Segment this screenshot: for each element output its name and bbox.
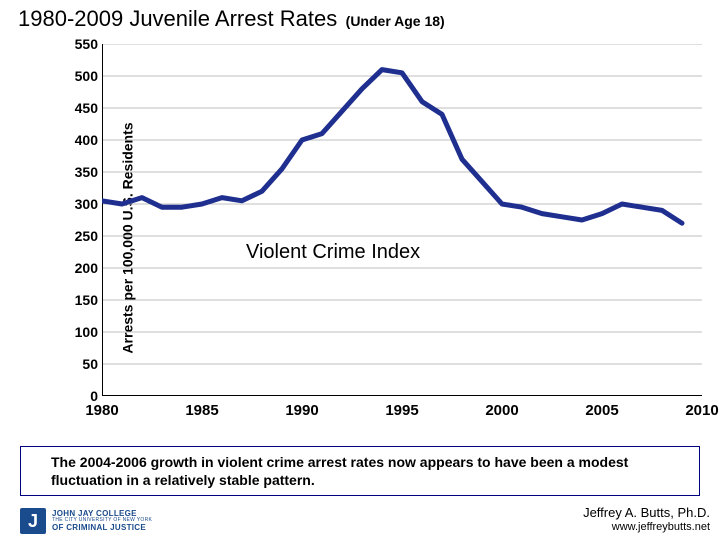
logo-mark-icon: J [20, 508, 46, 534]
line-chart-svg [102, 44, 702, 396]
chart-subtitle: (Under Age 18) [346, 13, 445, 29]
x-tick-label: 1990 [285, 402, 318, 419]
chart-area: Arrests per 100,000 U.S. Residents Viole… [18, 38, 708, 438]
x-tick-label: 1995 [385, 402, 418, 419]
logo-line3: OF CRIMINAL JUSTICE [52, 524, 152, 532]
x-tick-label: 2005 [585, 402, 618, 419]
caption-text: The 2004-2006 growth in violent crime ar… [51, 453, 669, 489]
x-tick-label: 2010 [685, 402, 718, 419]
caption-bar: The 2004-2006 growth in violent crime ar… [20, 446, 700, 496]
y-tick-label: 550 [58, 36, 98, 52]
logo-text: JOHN JAY COLLEGE THE CITY UNIVERSITY OF … [52, 510, 152, 532]
plot-region: Violent Crime Index [102, 44, 702, 396]
y-tick-label: 450 [58, 100, 98, 116]
y-tick-label: 150 [58, 292, 98, 308]
y-tick-label: 200 [58, 260, 98, 276]
y-tick-label: 300 [58, 196, 98, 212]
y-tick-label: 350 [58, 164, 98, 180]
y-tick-label: 50 [58, 356, 98, 372]
y-tick-label: 500 [58, 68, 98, 84]
x-tick-label: 1985 [185, 402, 218, 419]
chart-title-row: 1980-2009 Juvenile Arrest Rates (Under A… [18, 6, 702, 32]
attribution: Jeffrey A. Butts, Ph.D. www.jeffreybutts… [583, 505, 710, 534]
x-tick-label: 1980 [85, 402, 118, 419]
y-tick-label: 100 [58, 324, 98, 340]
institution-logo: J JOHN JAY COLLEGE THE CITY UNIVERSITY O… [20, 508, 152, 534]
x-tick-label: 2000 [485, 402, 518, 419]
chart-title: 1980-2009 Juvenile Arrest Rates [18, 6, 337, 31]
attribution-url: www.jeffreybutts.net [583, 521, 710, 534]
footer: J JOHN JAY COLLEGE THE CITY UNIVERSITY O… [20, 505, 710, 534]
y-tick-label: 400 [58, 132, 98, 148]
y-tick-label: 250 [58, 228, 98, 244]
series-label: Violent Crime Index [246, 241, 420, 264]
attribution-name: Jeffrey A. Butts, Ph.D. [583, 505, 710, 521]
